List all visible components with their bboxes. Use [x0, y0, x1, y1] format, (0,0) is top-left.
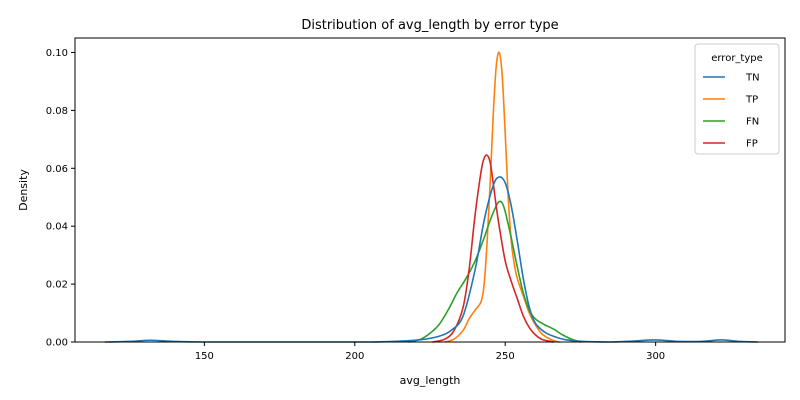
series-line-tp — [444, 51, 561, 343]
plot-area — [104, 51, 759, 343]
legend-label-tp: TP — [745, 95, 758, 106]
series-line-tn — [104, 176, 759, 343]
y-tick-label: 0.02 — [46, 280, 68, 291]
x-axis-title: avg_length — [400, 374, 461, 387]
series-line-fp — [432, 154, 555, 343]
y-tick-label: 0.06 — [46, 164, 68, 175]
x-tick-label: 150 — [195, 351, 214, 362]
x-tick-label: 300 — [646, 351, 665, 362]
x-tick-label: 250 — [496, 351, 515, 362]
y-tick-label: 0.04 — [46, 222, 68, 233]
legend-label-tn: TN — [745, 73, 760, 84]
legend-box — [694, 43, 780, 155]
plot-frame — [74, 37, 786, 343]
y-axis-title: Density — [17, 169, 30, 211]
y-tick-label: 0.08 — [46, 106, 68, 117]
legend-title: error_type — [711, 53, 763, 64]
y-axis: 0.00 0.02 0.04 0.06 0.08 0.10 — [46, 48, 75, 349]
x-tick-label: 200 — [345, 351, 364, 362]
legend-label-fn: FN — [746, 117, 759, 128]
legend-label-fp: FP — [746, 139, 758, 150]
legend: error_type TN TP FN FP — [694, 43, 780, 155]
x-axis: 150 200 250 300 — [195, 342, 665, 362]
y-tick-label: 0.10 — [46, 48, 68, 59]
chart-title: Distribution of avg_length by error type — [301, 18, 558, 33]
series-line-fn — [408, 200, 582, 343]
legend-items: TN TP FN FP — [703, 73, 760, 150]
y-tick-label: 0.00 — [46, 338, 68, 349]
